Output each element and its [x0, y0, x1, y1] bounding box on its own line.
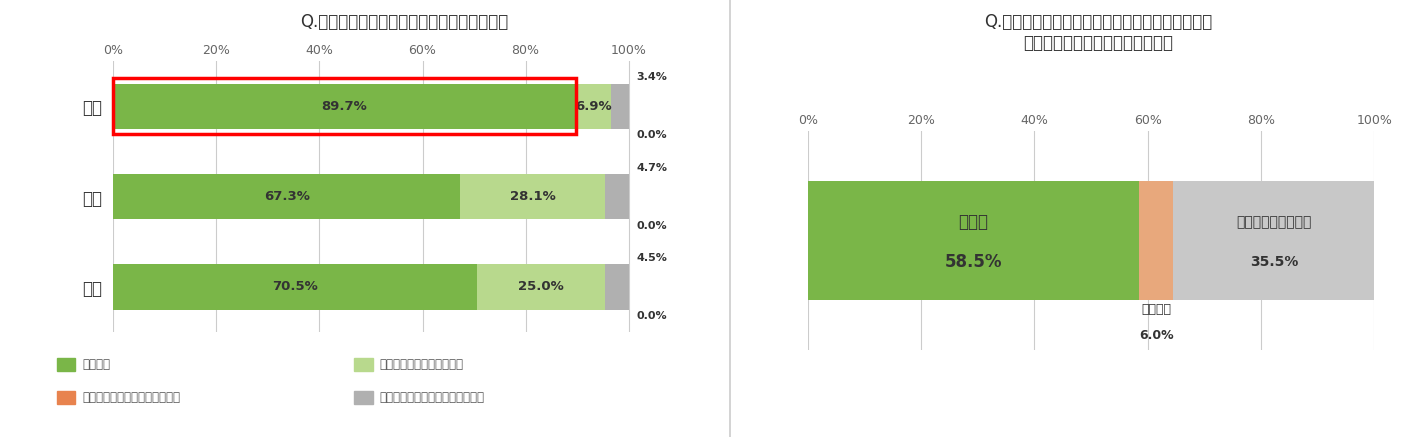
Text: どちらかといえばよかった: どちらかといえばよかった — [380, 358, 463, 371]
Bar — [113, 264, 476, 309]
Text: 奨めない: 奨めない — [1141, 303, 1172, 316]
Bar — [113, 84, 575, 129]
Bar — [575, 84, 611, 129]
Text: 0.0%: 0.0% — [636, 311, 667, 321]
Text: 0.0%: 0.0% — [636, 221, 667, 231]
Text: 3.4%: 3.4% — [636, 73, 667, 83]
Text: 墓じまいしないほうが良かった: 墓じまいしないほうが良かった — [82, 391, 180, 404]
Text: 28.1%: 28.1% — [510, 190, 555, 203]
Bar — [808, 181, 1139, 299]
Text: どちらとも言えない: どちらとも言えない — [1236, 215, 1312, 229]
Text: 35.5%: 35.5% — [1250, 255, 1298, 269]
Text: 4.5%: 4.5% — [636, 253, 667, 263]
Text: 6.9%: 6.9% — [575, 100, 612, 113]
Bar — [1139, 181, 1173, 299]
Text: 0.0%: 0.0% — [636, 130, 667, 140]
Text: 4.7%: 4.7% — [636, 163, 667, 173]
Bar — [605, 174, 629, 219]
Bar — [113, 174, 461, 219]
Bar — [476, 264, 605, 309]
Text: Q.墓じまいをして、良かったと思いますか？: Q.墓じまいをして、良かったと思いますか？ — [300, 13, 507, 31]
Text: 奨める: 奨める — [958, 213, 989, 231]
Text: 58.5%: 58.5% — [945, 253, 1002, 271]
Text: Q.知人や友人に墓じまいについて相談されたら、
墓じまいすることを奨めますか？: Q.知人や友人に墓じまいについて相談されたら、 墓じまいすることを奨めますか？ — [983, 13, 1213, 52]
Bar — [461, 174, 605, 219]
Text: 89.7%: 89.7% — [322, 100, 367, 113]
Bar — [611, 84, 629, 129]
Text: 6.0%: 6.0% — [1139, 329, 1173, 342]
Text: 70.5%: 70.5% — [272, 281, 317, 294]
Bar — [605, 264, 629, 309]
Text: 67.3%: 67.3% — [264, 190, 310, 203]
Text: 25.0%: 25.0% — [519, 281, 564, 294]
Text: 良かった: 良かった — [82, 358, 111, 371]
Text: わからない、どちらとも言えない: わからない、どちらとも言えない — [380, 391, 485, 404]
Bar — [1173, 181, 1374, 299]
